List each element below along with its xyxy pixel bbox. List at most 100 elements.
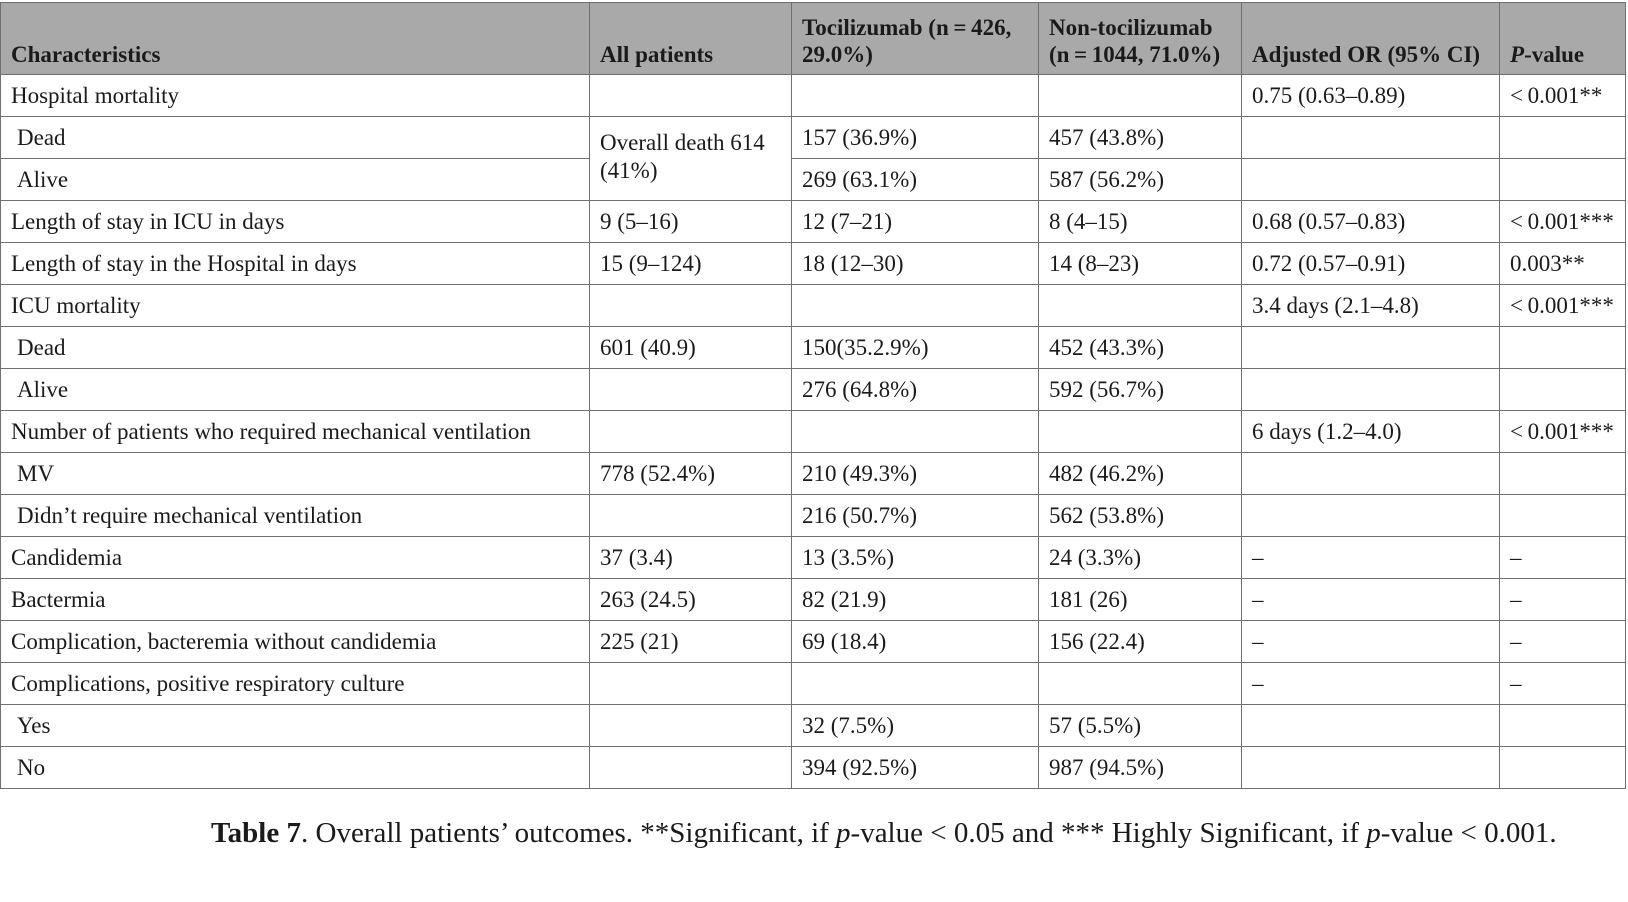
cell-tocilizumab: 150(35.2.9%) [791, 326, 1039, 369]
table-row: Candidemia 37 (3.4) 13 (3.5%) 24 (3.3%) … [0, 536, 1626, 579]
cell-p-value [1499, 368, 1626, 411]
cell-non-tocilizumab: 587 (56.2%) [1038, 158, 1242, 201]
cell-p-value [1499, 158, 1626, 201]
cell-non-tocilizumab: 8 (4–15) [1038, 200, 1242, 243]
cell-all [589, 284, 792, 327]
cell-p-value: < 0.001*** [1499, 200, 1626, 243]
cell-all-overall-death: Overall death 614 (41%) [589, 116, 792, 201]
header-tocilizumab: Tocilizumab (n = 426, 29.0%) [791, 2, 1039, 75]
cell-adjusted-or: 0.68 (0.57–0.83) [1241, 200, 1500, 243]
cell-all: 37 (3.4) [589, 536, 792, 579]
header-adjusted-or: Adjusted OR (95% CI) [1241, 2, 1500, 75]
cell-all: 15 (9–124) [589, 242, 792, 285]
caption-text-2: -value < 0.05 and *** Highly Significant… [850, 817, 1367, 849]
table-row: Length of stay in the Hospital in days 1… [0, 242, 1626, 285]
header-row: Characteristics All patients Tocilizumab… [0, 2, 1626, 75]
outcomes-table: Characteristics All patients Tocilizumab… [0, 2, 1626, 789]
row-label: Number of patients who required mechanic… [0, 410, 590, 453]
caption-text-3: -value < 0.001. [1380, 817, 1557, 849]
cell-tocilizumab: 82 (21.9) [791, 578, 1039, 621]
caption-p-italic-1: p [836, 817, 851, 849]
table-row: Alive 269 (63.1%) 587 (56.2%) [0, 158, 1626, 201]
cell-p-value: – [1499, 620, 1626, 663]
cell-non-tocilizumab: 452 (43.3%) [1038, 326, 1242, 369]
row-label: Alive [0, 158, 590, 201]
table-row: Complications, positive respiratory cult… [0, 662, 1626, 705]
cell-tocilizumab: 210 (49.3%) [791, 452, 1039, 495]
cell-tocilizumab: 12 (7–21) [791, 200, 1039, 243]
cell-non-tocilizumab: 181 (26) [1038, 578, 1242, 621]
cell-tocilizumab [791, 662, 1039, 705]
row-label: Candidemia [0, 536, 590, 579]
cell-tocilizumab [791, 410, 1039, 453]
cell-tocilizumab: 157 (36.9%) [791, 116, 1039, 159]
cell-p-value: < 0.001** [1499, 74, 1626, 117]
header-p-value-rest: -value [1524, 42, 1585, 67]
caption-label: Table 7 [211, 817, 301, 849]
cell-all [589, 74, 792, 117]
table-row: Yes 32 (7.5%) 57 (5.5%) [0, 704, 1626, 747]
cell-tocilizumab: 13 (3.5%) [791, 536, 1039, 579]
row-label: Complications, positive respiratory cult… [0, 662, 590, 705]
row-label: Length of stay in the Hospital in days [0, 242, 590, 285]
cell-non-tocilizumab: 457 (43.8%) [1038, 116, 1242, 159]
cell-tocilizumab [791, 74, 1039, 117]
row-label: Alive [0, 368, 590, 411]
cell-adjusted-or [1241, 746, 1500, 789]
table-caption: Table 7. Overall patients’ outcomes. **S… [211, 813, 1581, 853]
row-label: Length of stay in ICU in days [0, 200, 590, 243]
table-row: No 394 (92.5%) 987 (94.5%) [0, 746, 1626, 789]
cell-all [589, 662, 792, 705]
cell-tocilizumab: 32 (7.5%) [791, 704, 1039, 747]
cell-all: 601 (40.9) [589, 326, 792, 369]
cell-adjusted-or: – [1241, 620, 1500, 663]
row-label: Dead [0, 326, 590, 369]
cell-p-value: – [1499, 578, 1626, 621]
table-row: Dead 601 (40.9) 150(35.2.9%) 452 (43.3%) [0, 326, 1626, 369]
cell-non-tocilizumab: 156 (22.4) [1038, 620, 1242, 663]
cell-non-tocilizumab: 592 (56.7%) [1038, 368, 1242, 411]
cell-all [589, 746, 792, 789]
cell-all [589, 368, 792, 411]
cell-p-value [1499, 452, 1626, 495]
row-label: Complication, bacteremia without candide… [0, 620, 590, 663]
cell-p-value: 0.003** [1499, 242, 1626, 285]
cell-non-tocilizumab [1038, 410, 1242, 453]
row-label: No [0, 746, 590, 789]
cell-adjusted-or [1241, 452, 1500, 495]
cell-non-tocilizumab: 562 (53.8%) [1038, 494, 1242, 537]
table-row: Number of patients who required mechanic… [0, 410, 1626, 453]
cell-adjusted-or: 6 days (1.2–4.0) [1241, 410, 1500, 453]
cell-all [589, 410, 792, 453]
cell-adjusted-or [1241, 326, 1500, 369]
table-row: MV 778 (52.4%) 210 (49.3%) 482 (46.2%) [0, 452, 1626, 495]
caption-text-1: . Overall patients’ outcomes. **Signific… [301, 817, 837, 849]
table-row: ICU mortality 3.4 days (2.1–4.8) < 0.001… [0, 284, 1626, 327]
cell-adjusted-or: – [1241, 662, 1500, 705]
cell-p-value [1499, 704, 1626, 747]
cell-adjusted-or [1241, 494, 1500, 537]
row-label: Dead [0, 116, 590, 159]
cell-tocilizumab: 269 (63.1%) [791, 158, 1039, 201]
row-label: Didn’t require mechanical ventilation [0, 494, 590, 537]
table-body: Hospital mortality 0.75 (0.63–0.89) < 0.… [0, 74, 1626, 789]
table-header: Characteristics All patients Tocilizumab… [0, 2, 1626, 75]
cell-tocilizumab: 69 (18.4) [791, 620, 1039, 663]
cell-adjusted-or: – [1241, 578, 1500, 621]
cell-non-tocilizumab: 57 (5.5%) [1038, 704, 1242, 747]
header-characteristics: Characteristics [0, 2, 590, 75]
cell-all: 263 (24.5) [589, 578, 792, 621]
cell-non-tocilizumab: 987 (94.5%) [1038, 746, 1242, 789]
cell-adjusted-or: 0.72 (0.57–0.91) [1241, 242, 1500, 285]
header-p-value: P-value [1499, 2, 1626, 75]
header-all-patients: All patients [589, 2, 792, 75]
cell-non-tocilizumab: 24 (3.3%) [1038, 536, 1242, 579]
cell-p-value [1499, 746, 1626, 789]
cell-p-value [1499, 494, 1626, 537]
cell-adjusted-or: 0.75 (0.63–0.89) [1241, 74, 1500, 117]
cell-tocilizumab [791, 284, 1039, 327]
cell-non-tocilizumab [1038, 662, 1242, 705]
table-row: Alive 276 (64.8%) 592 (56.7%) [0, 368, 1626, 411]
cell-p-value: < 0.001*** [1499, 410, 1626, 453]
row-label: ICU mortality [0, 284, 590, 327]
